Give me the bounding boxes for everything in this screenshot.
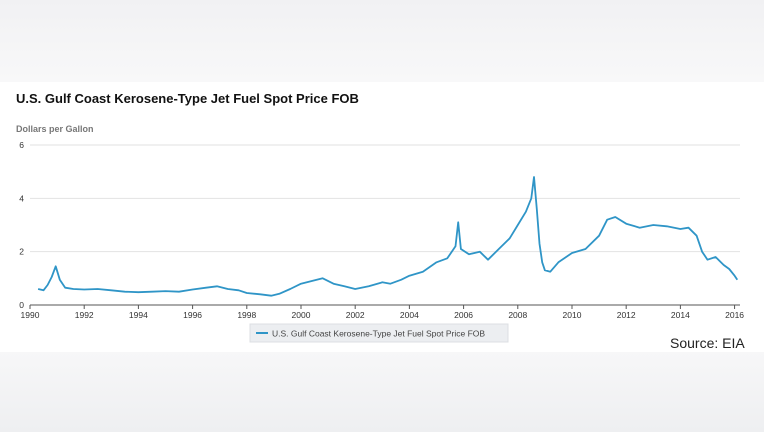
x-tick-label: 1992	[75, 310, 94, 320]
y-axis-label: Dollars per Gallon	[16, 124, 94, 134]
legend-label: U.S. Gulf Coast Kerosene-Type Jet Fuel S…	[272, 329, 485, 339]
x-tick-label: 2000	[292, 310, 311, 320]
bottom-background	[0, 352, 764, 432]
x-tick-label: 1998	[237, 310, 256, 320]
x-tick-label: 2004	[400, 310, 419, 320]
series-line	[37, 176, 739, 297]
x-tick-label: 1990	[21, 310, 40, 320]
x-tick-label: 2002	[346, 310, 365, 320]
x-tick-label: 1996	[183, 310, 202, 320]
y-tick-label: 6	[19, 140, 24, 150]
top-background	[0, 0, 764, 82]
x-tick-label: 2006	[454, 310, 473, 320]
x-tick-label: 2010	[563, 310, 582, 320]
gridlines	[30, 144, 740, 306]
y-tick-label: 4	[19, 193, 24, 203]
chart-card	[0, 82, 764, 352]
x-tick-label: 1994	[129, 310, 148, 320]
x-tick-label: 2008	[508, 310, 527, 320]
y-tick-label: 2	[19, 247, 24, 257]
source-note: Source: EIA	[670, 335, 745, 351]
legend-box	[249, 323, 509, 343]
y-tick-label: 0	[19, 300, 24, 310]
y-tick-labels: 0 2 4 6	[19, 140, 24, 310]
legend[interactable]: U.S. Gulf Coast Kerosene-Type Jet Fuel S…	[249, 323, 509, 343]
x-tick-label: 2012	[617, 310, 636, 320]
chart-title: U.S. Gulf Coast Kerosene-Type Jet Fuel S…	[16, 91, 359, 106]
x-tick-label: 2014	[671, 310, 690, 320]
x-tick-labels: 1990 1992 1994 1996 1998 2000 2002 2004 2006 2008…	[21, 305, 744, 320]
line-chart: Dollars per Gallon 0 2 4 6 1990 1992 1994 1996…	[16, 124, 744, 343]
x-tick-label: 2016	[725, 310, 744, 320]
